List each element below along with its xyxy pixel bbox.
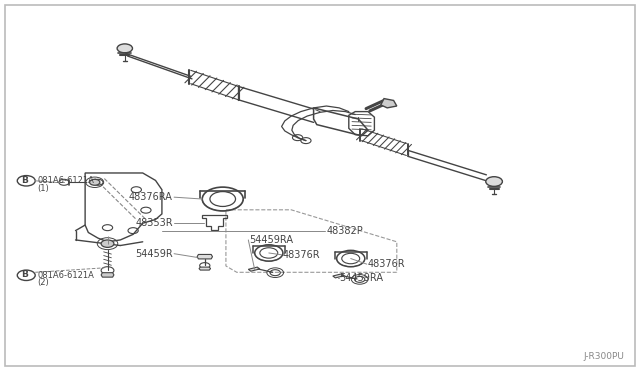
- Text: 48353R: 48353R: [135, 218, 173, 228]
- Text: 081A6-6121A: 081A6-6121A: [37, 176, 94, 185]
- Text: 54459RA: 54459RA: [339, 273, 383, 283]
- Text: (2): (2): [37, 278, 49, 287]
- Text: 54459R: 54459R: [135, 249, 173, 259]
- Polygon shape: [101, 273, 114, 277]
- Text: 48376R: 48376R: [283, 250, 321, 260]
- Text: (1): (1): [37, 184, 49, 193]
- Polygon shape: [197, 254, 212, 259]
- Polygon shape: [248, 267, 260, 271]
- Text: 081A6-6121A: 081A6-6121A: [37, 271, 94, 280]
- Text: 48382P: 48382P: [326, 226, 363, 235]
- Text: 48376R: 48376R: [368, 259, 406, 269]
- Polygon shape: [381, 99, 397, 108]
- Circle shape: [117, 44, 132, 53]
- Polygon shape: [199, 267, 211, 270]
- Circle shape: [101, 240, 114, 247]
- Text: B: B: [22, 270, 28, 279]
- Text: 48376RA: 48376RA: [129, 192, 173, 202]
- Text: 54459RA: 54459RA: [250, 235, 294, 245]
- Circle shape: [486, 177, 502, 186]
- Text: B: B: [22, 176, 28, 185]
- Circle shape: [90, 179, 100, 185]
- Polygon shape: [333, 274, 344, 278]
- Text: J-R300PU: J-R300PU: [583, 352, 624, 361]
